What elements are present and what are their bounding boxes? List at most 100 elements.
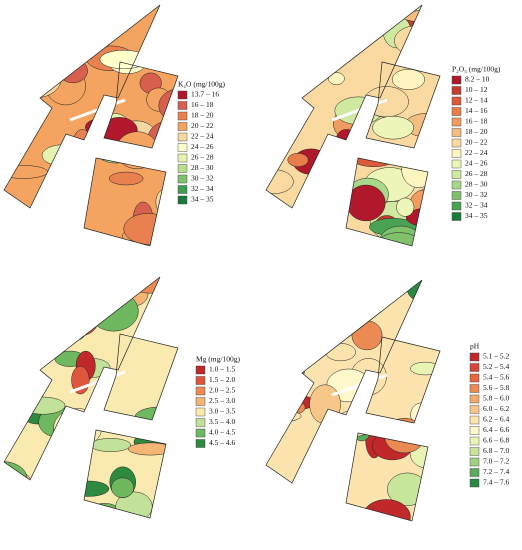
zone	[350, 147, 397, 167]
field-boundary	[103, 333, 179, 421]
legend-label: 20 – 22	[465, 138, 488, 147]
zone	[309, 384, 341, 424]
legend-label: 32 – 34	[465, 201, 488, 210]
legend-swatch	[451, 180, 462, 190]
legend-swatch	[451, 86, 462, 95]
legend-swatch	[451, 107, 462, 116]
zone	[4, 20, 25, 34]
legend-swatch	[195, 397, 206, 406]
zone	[266, 335, 285, 364]
field-boundary	[365, 336, 441, 424]
legend-label: 26 – 28	[465, 169, 488, 178]
legend: pH5.1 – 5.25.2 – 5.4 5.4 – 5.65.6 – 5.8 5.…	[469, 342, 510, 488]
legend-label: 12 – 14	[465, 96, 488, 105]
zone	[34, 321, 73, 350]
legend-label: 5.8 – 6.0	[483, 394, 510, 403]
legend-swatch	[195, 376, 206, 385]
zone	[266, 370, 290, 401]
legend-label: 7.0 – 7.2	[483, 457, 510, 466]
legend-swatch	[177, 174, 188, 184]
zone	[266, 488, 306, 521]
legend-swatch	[469, 468, 480, 477]
zone	[291, 305, 321, 328]
zone	[266, 394, 316, 411]
legend-swatch	[469, 384, 480, 393]
zone	[4, 37, 34, 78]
legend-label: 24 – 26	[465, 159, 488, 168]
zone	[274, 22, 314, 36]
legend-label: 5.6 – 5.8	[483, 383, 510, 392]
zone	[7, 307, 55, 330]
zone	[406, 280, 433, 302]
legend-label: 5.4 – 5.6	[483, 373, 510, 382]
zone	[341, 23, 361, 38]
field-boundary	[265, 279, 423, 484]
zone	[4, 472, 16, 492]
legend-label: 6.4 – 6.6	[483, 425, 510, 434]
legend-swatch	[469, 415, 480, 425]
zone	[59, 307, 98, 337]
field-boundary	[345, 157, 429, 247]
map	[4, 277, 178, 518]
legend-swatch	[195, 365, 206, 375]
zone	[58, 58, 88, 84]
legend-swatch	[469, 405, 480, 414]
zone	[391, 69, 425, 90]
legend-label: 30 – 32	[465, 190, 488, 199]
zone	[309, 222, 326, 239]
legend-title: K₂O (mg/100g)	[178, 80, 225, 89]
zone	[4, 10, 54, 29]
field-boundary	[265, 4, 423, 209]
zone	[272, 361, 305, 382]
zone	[4, 5, 34, 10]
zone	[321, 280, 348, 302]
legend-label: 6.2 – 6.4	[483, 415, 510, 424]
legend-swatch	[469, 447, 480, 456]
zone	[334, 410, 375, 437]
zone	[4, 330, 43, 368]
legend-label: 10 – 12	[465, 85, 488, 94]
legend-label: 6.8 – 7.0	[483, 446, 510, 455]
legend-label: 8.2 – 10	[465, 75, 490, 84]
legend-swatch	[469, 373, 480, 383]
legend-swatch	[469, 457, 480, 467]
field-boundary	[103, 61, 179, 149]
field-boundary	[3, 4, 161, 209]
legend-swatch	[451, 170, 462, 179]
zone	[4, 205, 16, 245]
zone	[396, 5, 440, 22]
zone	[372, 116, 414, 140]
legend-swatch	[177, 111, 188, 121]
zone	[155, 188, 177, 216]
legend-label: 4.5 – 4.6	[209, 438, 236, 447]
legend-label: 20 – 22	[191, 121, 214, 130]
legend-swatch	[177, 143, 188, 152]
zone	[384, 417, 425, 454]
legend-label: 28 – 30	[465, 180, 488, 189]
zone	[125, 277, 175, 294]
legend-swatch	[195, 418, 206, 427]
zone	[319, 453, 349, 481]
legend-swatch	[451, 191, 462, 200]
zone	[4, 471, 32, 493]
zone	[90, 438, 132, 452]
legend-swatch	[451, 159, 462, 169]
zone	[20, 396, 66, 415]
field-boundary	[83, 157, 167, 247]
zone	[53, 408, 103, 448]
legend-label: 22 – 24	[465, 148, 488, 157]
zone	[108, 171, 144, 186]
zone	[266, 26, 290, 60]
zone	[351, 320, 383, 351]
legend-label: 22 – 24	[191, 132, 214, 141]
map-panel: Mg (mg/100g)1.0 – 1.51.5 – 2.0 2.0 – 2.52…	[3, 276, 240, 519]
zone	[328, 72, 345, 85]
legend-label: 13.7 – 16	[191, 90, 219, 99]
legend-label: 7.4 – 7.6	[483, 478, 510, 487]
legend-swatch	[177, 195, 188, 205]
zone	[304, 498, 349, 521]
zone	[13, 103, 30, 142]
